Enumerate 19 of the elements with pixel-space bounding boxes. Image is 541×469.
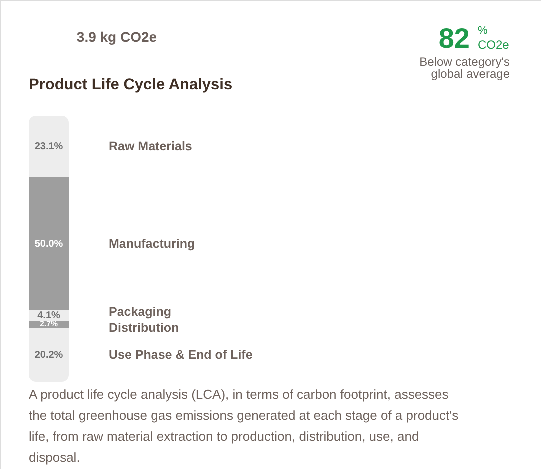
bar — [29, 116, 69, 178]
text: Distribution — [109, 321, 180, 336]
text: Below category's global average — [420, 55, 510, 81]
text: % — [478, 25, 488, 37]
data-label: 50.0% — [34, 238, 64, 250]
text: 82 — [438, 23, 470, 54]
text: A product life cycle analysis (LCA), in terms of carbon footprint, assesses the total greenhouse gas emissions generated at each stage of a product's life, from raw material extraction to production, distribution, use, and disposal. — [29, 387, 460, 465]
text: 3.9 kg CO2e — [76, 29, 158, 45]
text: Use Phase & End of Life — [109, 348, 253, 362]
bar — [29, 177, 69, 310]
data-label: 4.1% — [38, 310, 61, 322]
bar — [29, 328, 69, 382]
data-label: 20.2% — [34, 350, 64, 362]
data-label: 23.1% — [34, 142, 64, 153]
text: Raw Materials — [109, 140, 192, 154]
text: CO2e — [478, 38, 510, 52]
text: Product Life Cycle Analysis — [29, 76, 233, 94]
text: Packaging — [109, 305, 172, 320]
text: Manufacturing — [109, 236, 196, 251]
